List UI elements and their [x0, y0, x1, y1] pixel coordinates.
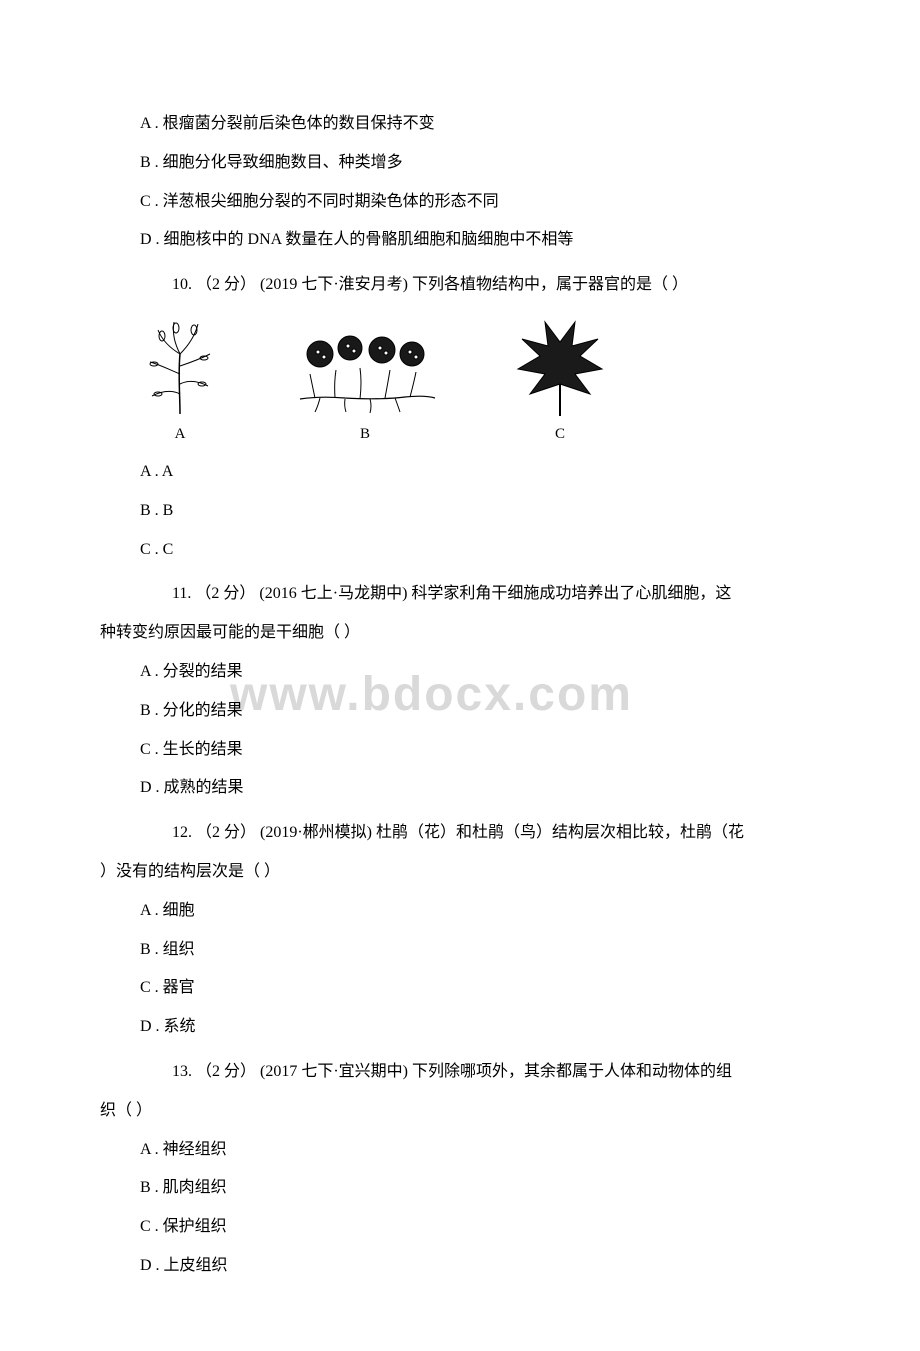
- q13-stem-2: 织（ ）: [100, 1097, 820, 1126]
- figure-c-box: C: [510, 314, 610, 448]
- q12-stem-1: 12. （2 分） (2019·郴州模拟) 杜鹃（花）和杜鹃（鸟）结构层次相比较…: [140, 819, 820, 848]
- q12-option-d: D . 系统: [140, 1013, 820, 1042]
- q13-stem-1: 13. （2 分） (2017 七下·宜兴期中) 下列除哪项外，其余都属于人体和…: [140, 1058, 820, 1087]
- q12-option-c: C . 器官: [140, 974, 820, 1003]
- q11-option-c: C . 生长的结果: [140, 736, 820, 765]
- q9-option-d: D . 细胞核中的 DNA 数量在人的骨骼肌细胞和脑细胞中不相等: [140, 226, 820, 255]
- q13-option-a: A . 神经组织: [140, 1136, 820, 1165]
- q12-stem-2: ）没有的结构层次是（ ）: [100, 858, 820, 887]
- q13-option-d: D . 上皮组织: [140, 1252, 820, 1281]
- q12-option-a: A . 细胞: [140, 897, 820, 926]
- q10-stem: 10. （2 分） (2019 七下·淮安月考) 下列各植物结构中，属于器官的是…: [140, 271, 820, 300]
- q11-option-a: A . 分裂的结果: [140, 658, 820, 687]
- q11-stem-1: 11. （2 分） (2016 七上·马龙期中) 科学家利角干细施成功培养出了心…: [140, 580, 820, 609]
- figure-a-label: A: [175, 421, 186, 448]
- q9-option-a: A . 根瘤菌分裂前后染色体的数目保持不变: [140, 110, 820, 139]
- q11-option-b: B . 分化的结果: [140, 697, 820, 726]
- q10-figures: A: [140, 314, 820, 448]
- figure-a-box: A: [140, 314, 220, 448]
- q10-option-a: A . A: [140, 458, 820, 487]
- q11-stem-2: 种转变约原因最可能的是干细胞（ ）: [100, 619, 820, 648]
- q9-option-c: C . 洋葱根尖细胞分裂的不同时期染色体的形态不同: [140, 188, 820, 217]
- q10-option-c: C . C: [140, 536, 820, 565]
- q13-option-c: C . 保护组织: [140, 1213, 820, 1242]
- figure-a: [140, 314, 220, 419]
- figure-b-label: B: [360, 421, 370, 448]
- q9-option-b: B . 细胞分化导致细胞数目、种类增多: [140, 149, 820, 178]
- figure-b-box: B: [290, 324, 440, 448]
- q13-option-b: B . 肌肉组织: [140, 1174, 820, 1203]
- figure-c: [510, 314, 610, 419]
- q12-option-b: B . 组织: [140, 936, 820, 965]
- figure-b: [290, 324, 440, 419]
- q11-option-d: D . 成熟的结果: [140, 774, 820, 803]
- figure-c-label: C: [555, 421, 565, 448]
- q10-option-b: B . B: [140, 497, 820, 526]
